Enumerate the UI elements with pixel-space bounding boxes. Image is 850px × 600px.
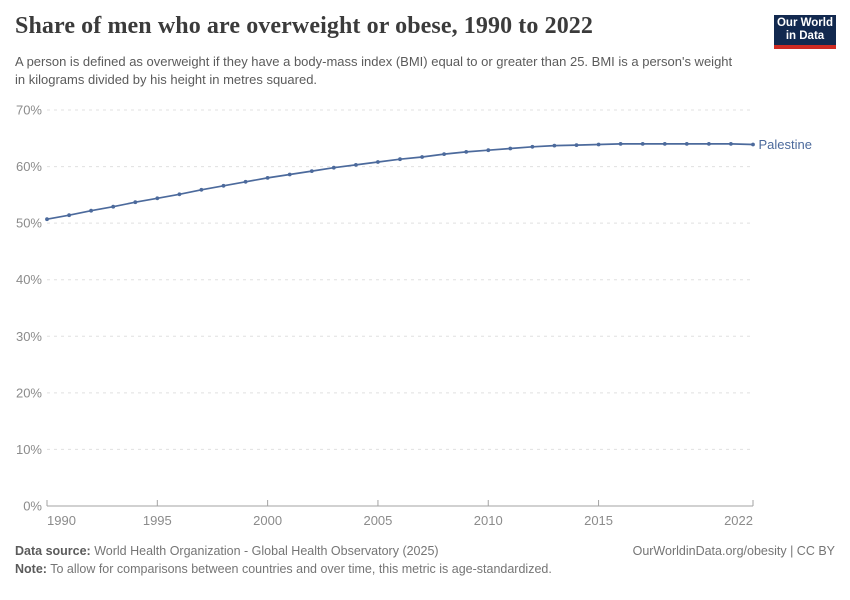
data-point[interactable] <box>662 142 667 146</box>
series-line-palestine[interactable] <box>46 143 754 221</box>
data-point[interactable] <box>177 192 182 197</box>
data-point[interactable] <box>486 148 491 153</box>
x-axis-tick-label: 2022 <box>724 513 753 528</box>
data-point[interactable] <box>243 179 248 184</box>
owid-logo[interactable]: Our World in Data <box>774 15 836 49</box>
chart-subtitle: A person is defined as overweight if the… <box>15 54 733 88</box>
data-point[interactable] <box>199 187 204 192</box>
data-point[interactable] <box>155 196 160 201</box>
data-point[interactable] <box>574 143 579 147</box>
y-axis-tick-label: 60% <box>16 159 42 174</box>
data-point[interactable] <box>45 217 49 222</box>
chart-footer: Data source: World Health Organization -… <box>15 544 835 576</box>
y-axis-tick-label: 40% <box>16 272 42 287</box>
page-title: Share of men who are overweight or obese… <box>15 13 594 39</box>
data-point[interactable] <box>133 200 138 205</box>
note-line: Note: To allow for comparisons between c… <box>15 562 835 576</box>
note-label: Note: <box>15 562 47 576</box>
data-point[interactable] <box>89 208 93 213</box>
x-axis-tick-label: 1990 <box>47 513 76 528</box>
x-axis-tick-label: 1995 <box>143 513 172 528</box>
data-point[interactable] <box>354 163 358 167</box>
chart-plot-area[interactable]: 0% 10% 20% 30% 40% 50% 60% 70% 1990 1995 2000 2005 2… <box>0 95 850 535</box>
data-point[interactable] <box>221 183 226 188</box>
data-point[interactable] <box>596 142 601 147</box>
data-point[interactable] <box>729 142 733 146</box>
data-point[interactable] <box>640 142 645 146</box>
attribution-link[interactable]: OurWorldinData.org/obesity | CC BY <box>632 544 835 558</box>
y-axis-tick-label: 50% <box>16 216 42 231</box>
data-point[interactable] <box>530 144 535 149</box>
y-axis-tick-label: 0% <box>23 499 42 514</box>
y-axis-tick-label: 70% <box>16 103 42 118</box>
x-axis-tick-label: 2000 <box>253 513 282 528</box>
data-point[interactable] <box>508 146 513 151</box>
owid-logo-line2: in Data <box>785 30 825 42</box>
data-point[interactable] <box>751 142 755 147</box>
y-axis-tick-label: 30% <box>16 329 42 344</box>
data-point[interactable] <box>398 157 402 162</box>
note-text: To allow for comparisons between countri… <box>46 562 552 576</box>
data-point[interactable] <box>707 142 711 146</box>
data-point[interactable] <box>420 155 424 159</box>
data-point[interactable] <box>464 150 469 154</box>
x-axis-tick-label: 2005 <box>363 513 392 528</box>
data-point[interactable] <box>67 213 71 218</box>
data-source-label: Data source: <box>15 544 91 558</box>
y-axis-tick-label: 10% <box>16 442 42 457</box>
y-axis-tick-label: 20% <box>16 385 42 400</box>
data-point[interactable] <box>552 143 557 148</box>
data-point[interactable] <box>287 172 292 177</box>
data-point[interactable] <box>265 176 270 180</box>
data-point[interactable] <box>376 160 380 164</box>
data-point[interactable] <box>618 142 623 146</box>
series-label-palestine[interactable]: Palestine <box>759 137 812 152</box>
data-point[interactable] <box>331 165 336 170</box>
data-source-text: World Health Organization - Global Healt… <box>90 544 439 558</box>
x-axis-tick-label: 2015 <box>584 513 613 528</box>
data-point[interactable] <box>684 142 689 146</box>
data-source-line: Data source: World Health Organization -… <box>15 544 439 558</box>
data-point[interactable] <box>111 204 116 209</box>
owid-logo-line1: Our World <box>776 17 833 29</box>
data-point[interactable] <box>309 169 314 173</box>
x-axis-tick-label: 2010 <box>474 513 503 528</box>
data-point[interactable] <box>442 152 446 156</box>
